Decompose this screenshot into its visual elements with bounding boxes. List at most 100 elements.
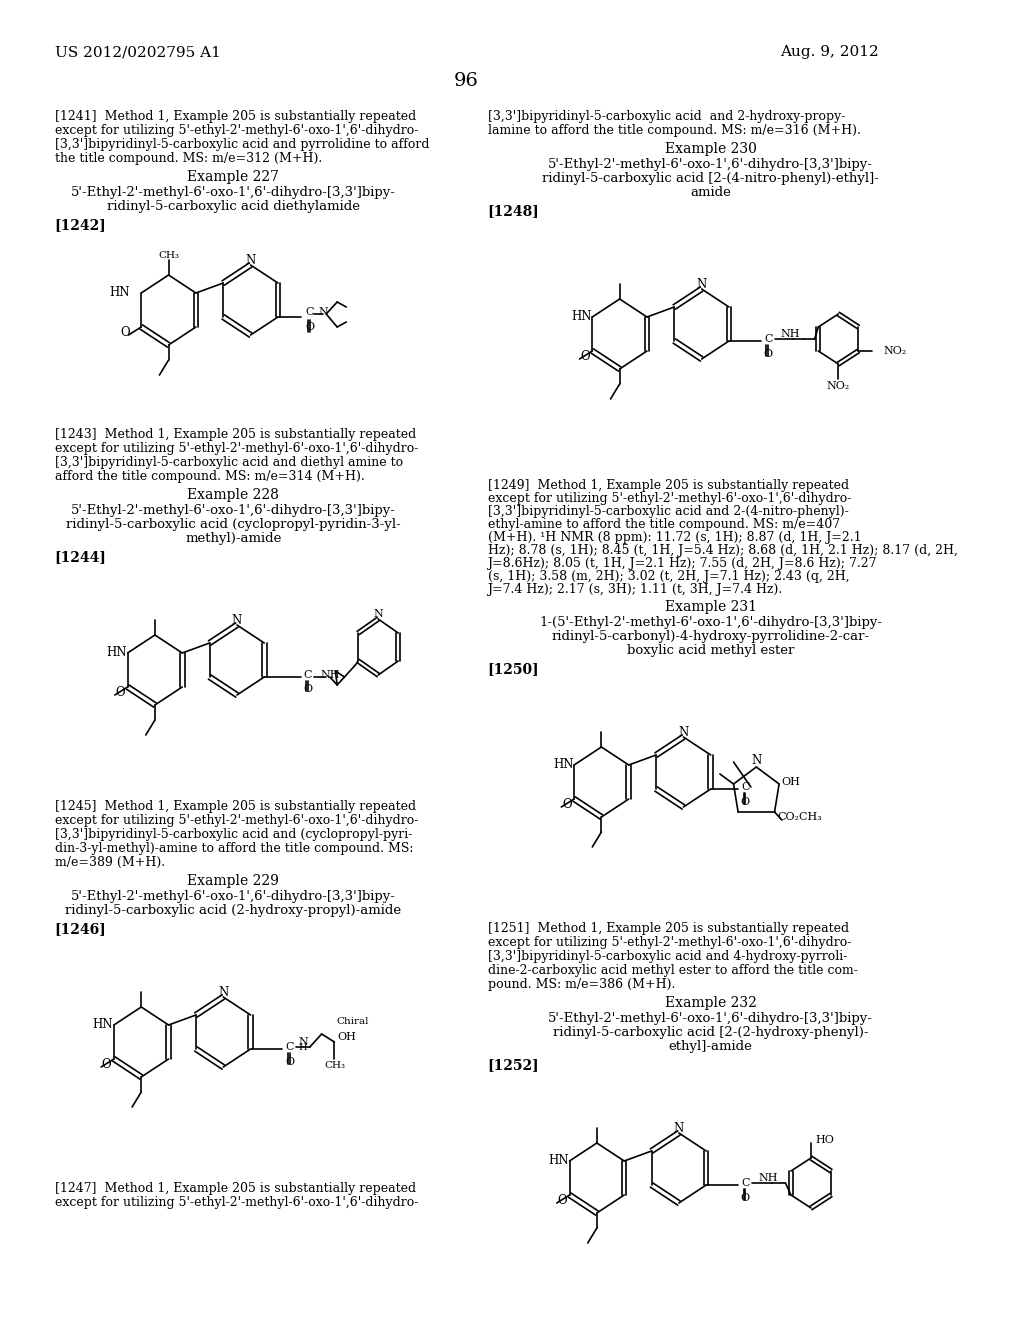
- Text: Example 227: Example 227: [187, 170, 280, 183]
- Text: methyl)-amide: methyl)-amide: [185, 532, 282, 545]
- Text: OH: OH: [782, 777, 801, 787]
- Text: ethyl-amine to afford the title compound. MS: m/e=407: ethyl-amine to afford the title compound…: [487, 517, 840, 531]
- Text: [1250]: [1250]: [487, 663, 539, 676]
- Text: 96: 96: [454, 73, 479, 90]
- Text: 5'-Ethyl-2'-methyl-6'-oxo-1',6'-dihydro-[3,3']bipy-: 5'-Ethyl-2'-methyl-6'-oxo-1',6'-dihydro-…: [548, 158, 873, 172]
- Text: NH: NH: [758, 1173, 777, 1183]
- Text: Example 232: Example 232: [665, 997, 757, 1010]
- Text: C: C: [304, 671, 312, 680]
- Text: 1-(5'-Ethyl-2'-methyl-6'-oxo-1',6'-dihydro-[3,3']bipy-: 1-(5'-Ethyl-2'-methyl-6'-oxo-1',6'-dihyd…: [540, 616, 883, 630]
- Text: CH₃: CH₃: [324, 1060, 345, 1069]
- Text: [1244]: [1244]: [54, 550, 106, 564]
- Text: Example 231: Example 231: [665, 601, 757, 614]
- Text: 5'-Ethyl-2'-methyl-6'-oxo-1',6'-dihydro-[3,3']bipy-: 5'-Ethyl-2'-methyl-6'-oxo-1',6'-dihydro-…: [548, 1012, 873, 1026]
- Text: except for utilizing 5'-ethyl-2'-methyl-6'-oxo-1',6'-dihydro-: except for utilizing 5'-ethyl-2'-methyl-…: [54, 442, 418, 455]
- Text: 5'-Ethyl-2'-methyl-6'-oxo-1',6'-dihydro-[3,3']bipy-: 5'-Ethyl-2'-methyl-6'-oxo-1',6'-dihydro-…: [71, 504, 395, 517]
- Text: ridinyl-5-carboxylic acid [2-(4-nitro-phenyl)-ethyl]-: ridinyl-5-carboxylic acid [2-(4-nitro-ph…: [543, 172, 880, 185]
- Text: [3,3']bipyridinyl-5-carboxylic acid  and 2-hydroxy-propy-: [3,3']bipyridinyl-5-carboxylic acid and …: [487, 110, 845, 123]
- Text: except for utilizing 5'-ethyl-2'-methyl-6'-oxo-1',6'-dihydro-: except for utilizing 5'-ethyl-2'-methyl-…: [54, 814, 418, 828]
- Text: Hz); 8.78 (s, 1H); 8.45 (t, 1H, J=5.4 Hz); 8.68 (d, 1H, 2.1 Hz); 8.17 (d, 2H,: Hz); 8.78 (s, 1H); 8.45 (t, 1H, J=5.4 Hz…: [487, 544, 957, 557]
- Text: except for utilizing 5'-ethyl-2'-methyl-6'-oxo-1',6'-dihydro-: except for utilizing 5'-ethyl-2'-methyl-…: [487, 936, 851, 949]
- Text: din-3-yl-methyl)-amine to afford the title compound. MS:: din-3-yl-methyl)-amine to afford the tit…: [54, 842, 413, 855]
- Text: ridinyl-5-carboxylic acid (2-hydroxy-propyl)-amide: ridinyl-5-carboxylic acid (2-hydroxy-pro…: [66, 904, 401, 917]
- Text: ridinyl-5-carboxylic acid (cyclopropyl-pyridin-3-yl-: ridinyl-5-carboxylic acid (cyclopropyl-p…: [66, 517, 400, 531]
- Text: Example 228: Example 228: [187, 488, 280, 502]
- Text: CO₂CH₃: CO₂CH₃: [777, 812, 822, 822]
- Text: the title compound. MS: m/e=312 (M+H).: the title compound. MS: m/e=312 (M+H).: [54, 152, 322, 165]
- Text: HN: HN: [110, 286, 130, 300]
- Text: Example 230: Example 230: [665, 143, 757, 156]
- Text: ridinyl-5-carbonyl)-4-hydroxy-pyrrolidine-2-car-: ridinyl-5-carbonyl)-4-hydroxy-pyrrolidin…: [552, 630, 869, 643]
- Text: N: N: [374, 609, 383, 619]
- Text: m/e=389 (M+H).: m/e=389 (M+H).: [54, 855, 165, 869]
- Text: NH: NH: [321, 671, 340, 680]
- Text: [1248]: [1248]: [487, 205, 540, 218]
- Text: O: O: [740, 797, 750, 807]
- Text: O: O: [116, 685, 125, 698]
- Text: NO₂: NO₂: [826, 381, 850, 391]
- Text: except for utilizing 5'-ethyl-2'-methyl-6'-oxo-1',6'-dihydro-: except for utilizing 5'-ethyl-2'-methyl-…: [54, 124, 418, 137]
- Text: C: C: [305, 308, 314, 317]
- Text: O: O: [101, 1057, 112, 1071]
- Text: N: N: [299, 1038, 308, 1047]
- Text: lamine to afford the title compound. MS: m/e=316 (M+H).: lamine to afford the title compound. MS:…: [487, 124, 860, 137]
- Text: [1246]: [1246]: [54, 921, 106, 936]
- Text: boxylic acid methyl ester: boxylic acid methyl ester: [627, 644, 795, 657]
- Text: HN: HN: [93, 1019, 114, 1031]
- Text: O: O: [121, 326, 130, 338]
- Text: except for utilizing 5'-ethyl-2'-methyl-6'-oxo-1',6'-dihydro-: except for utilizing 5'-ethyl-2'-methyl-…: [54, 1196, 418, 1209]
- Text: Aug. 9, 2012: Aug. 9, 2012: [779, 45, 879, 59]
- Text: HO: HO: [815, 1135, 835, 1144]
- Text: 5'-Ethyl-2'-methyl-6'-oxo-1',6'-dihydro-[3,3']bipy-: 5'-Ethyl-2'-methyl-6'-oxo-1',6'-dihydro-…: [71, 890, 395, 903]
- Text: [3,3']bipyridinyl-5-carboxylic acid and (cyclopropyl-pyri-: [3,3']bipyridinyl-5-carboxylic acid and …: [54, 828, 412, 841]
- Text: [1241]  Method 1, Example 205 is substantially repeated: [1241] Method 1, Example 205 is substant…: [54, 110, 416, 123]
- Text: 5'-Ethyl-2'-methyl-6'-oxo-1',6'-dihydro-[3,3']bipy-: 5'-Ethyl-2'-methyl-6'-oxo-1',6'-dihydro-…: [71, 186, 395, 199]
- Text: ridinyl-5-carboxylic acid [2-(2-hydroxy-phenyl)-: ridinyl-5-carboxylic acid [2-(2-hydroxy-…: [553, 1026, 868, 1039]
- Text: afford the title compound. MS: m/e=314 (M+H).: afford the title compound. MS: m/e=314 (…: [54, 470, 365, 483]
- Text: N: N: [218, 986, 228, 998]
- Text: N: N: [752, 754, 762, 767]
- Text: N: N: [318, 308, 329, 317]
- Text: NH: NH: [781, 329, 801, 339]
- Text: HN: HN: [571, 310, 592, 323]
- Text: N: N: [674, 1122, 684, 1134]
- Text: HN: HN: [553, 759, 573, 771]
- Text: C: C: [764, 334, 772, 345]
- Text: O: O: [562, 797, 571, 810]
- Text: (M+H). ¹H NMR (8 ppm): 11.72 (s, 1H); 8.87 (d, 1H, J=2.1: (M+H). ¹H NMR (8 ppm): 11.72 (s, 1H); 8.…: [487, 531, 861, 544]
- Text: [1245]  Method 1, Example 205 is substantially repeated: [1245] Method 1, Example 205 is substant…: [54, 800, 416, 813]
- Text: N: N: [696, 277, 707, 290]
- Text: O: O: [581, 350, 590, 363]
- Text: (s, 1H); 3.58 (m, 2H); 3.02 (t, 2H, J=7.1 Hz); 2.43 (q, 2H,: (s, 1H); 3.58 (m, 2H); 3.02 (t, 2H, J=7.…: [487, 570, 849, 583]
- Text: [1243]  Method 1, Example 205 is substantially repeated: [1243] Method 1, Example 205 is substant…: [54, 428, 416, 441]
- Text: except for utilizing 5'-ethyl-2'-methyl-6'-oxo-1',6'-dihydro-: except for utilizing 5'-ethyl-2'-methyl-…: [487, 492, 851, 506]
- Text: J=8.6Hz); 8.05 (t, 1H, J=2.1 Hz); 7.55 (d, 2H, J=8.6 Hz); 7.27: J=8.6Hz); 8.05 (t, 1H, J=2.1 Hz); 7.55 (…: [487, 557, 877, 570]
- Text: J=7.4 Hz); 2.17 (s, 3H); 1.11 (t, 3H, J=7.4 Hz).: J=7.4 Hz); 2.17 (s, 3H); 1.11 (t, 3H, J=…: [487, 583, 782, 597]
- Text: O: O: [764, 348, 773, 359]
- Text: N: N: [246, 253, 256, 267]
- Text: [3,3']bipyridinyl-5-carboxylic acid and 4-hydroxy-pyrroli-: [3,3']bipyridinyl-5-carboxylic acid and …: [487, 950, 847, 964]
- Text: O: O: [305, 322, 314, 333]
- Text: dine-2-carboxylic acid methyl ester to afford the title com-: dine-2-carboxylic acid methyl ester to a…: [487, 964, 857, 977]
- Text: O: O: [286, 1057, 294, 1067]
- Text: O: O: [740, 1193, 750, 1203]
- Text: H: H: [298, 1043, 307, 1052]
- Text: O: O: [303, 684, 312, 694]
- Text: [1251]  Method 1, Example 205 is substantially repeated: [1251] Method 1, Example 205 is substant…: [487, 921, 849, 935]
- Text: CH₃: CH₃: [158, 251, 179, 260]
- Text: amide: amide: [690, 186, 731, 199]
- Text: ridinyl-5-carboxylic acid diethylamide: ridinyl-5-carboxylic acid diethylamide: [106, 201, 359, 213]
- Text: [3,3']bipyridinyl-5-carboxylic acid and pyrrolidine to afford: [3,3']bipyridinyl-5-carboxylic acid and …: [54, 139, 429, 150]
- Text: [3,3']bipyridinyl-5-carboxylic acid and diethyl amine to: [3,3']bipyridinyl-5-carboxylic acid and …: [54, 455, 402, 469]
- Text: [1249]  Method 1, Example 205 is substantially repeated: [1249] Method 1, Example 205 is substant…: [487, 479, 849, 492]
- Text: pound. MS: m/e=386 (M+H).: pound. MS: m/e=386 (M+H).: [487, 978, 675, 991]
- Text: C: C: [741, 1177, 750, 1188]
- Text: N: N: [678, 726, 688, 738]
- Text: C: C: [741, 781, 750, 792]
- Text: [3,3']bipyridinyl-5-carboxylic acid and 2-(4-nitro-phenyl)-: [3,3']bipyridinyl-5-carboxylic acid and …: [487, 506, 848, 517]
- Text: OH: OH: [337, 1032, 356, 1041]
- Text: [1247]  Method 1, Example 205 is substantially repeated: [1247] Method 1, Example 205 is substant…: [54, 1181, 416, 1195]
- Text: HN: HN: [106, 647, 127, 660]
- Text: Chiral: Chiral: [337, 1016, 369, 1026]
- Text: Example 229: Example 229: [187, 874, 280, 888]
